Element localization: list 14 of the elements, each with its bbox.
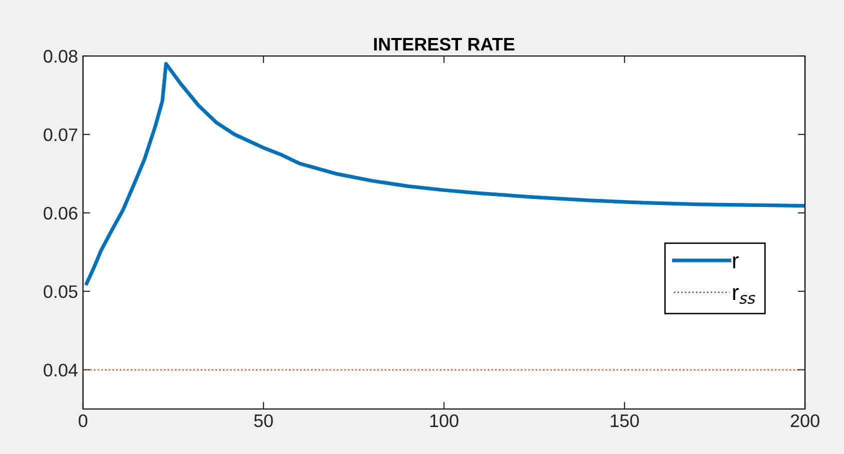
line-series <box>84 62 805 286</box>
y-tick-label: 0.04 <box>44 364 78 376</box>
y-tick-label: 0.08 <box>44 50 78 63</box>
x-tick-label: 100 <box>430 414 458 428</box>
x-tick-label: 200 <box>790 414 820 428</box>
chart-title: INTEREST RATE <box>374 38 514 51</box>
y-tick-label: 0.07 <box>44 128 78 142</box>
ref-line-label: r$_{ss}$ <box>733 288 756 304</box>
y-tick-label: 0.06 <box>44 206 78 220</box>
legend-label: r <box>733 256 739 268</box>
x-tick-label: 150 <box>610 414 639 428</box>
y-tick-label: 0.05 <box>44 285 78 298</box>
x-tick-label: 50 <box>254 414 273 428</box>
x-tick-label: 0 <box>78 414 88 428</box>
